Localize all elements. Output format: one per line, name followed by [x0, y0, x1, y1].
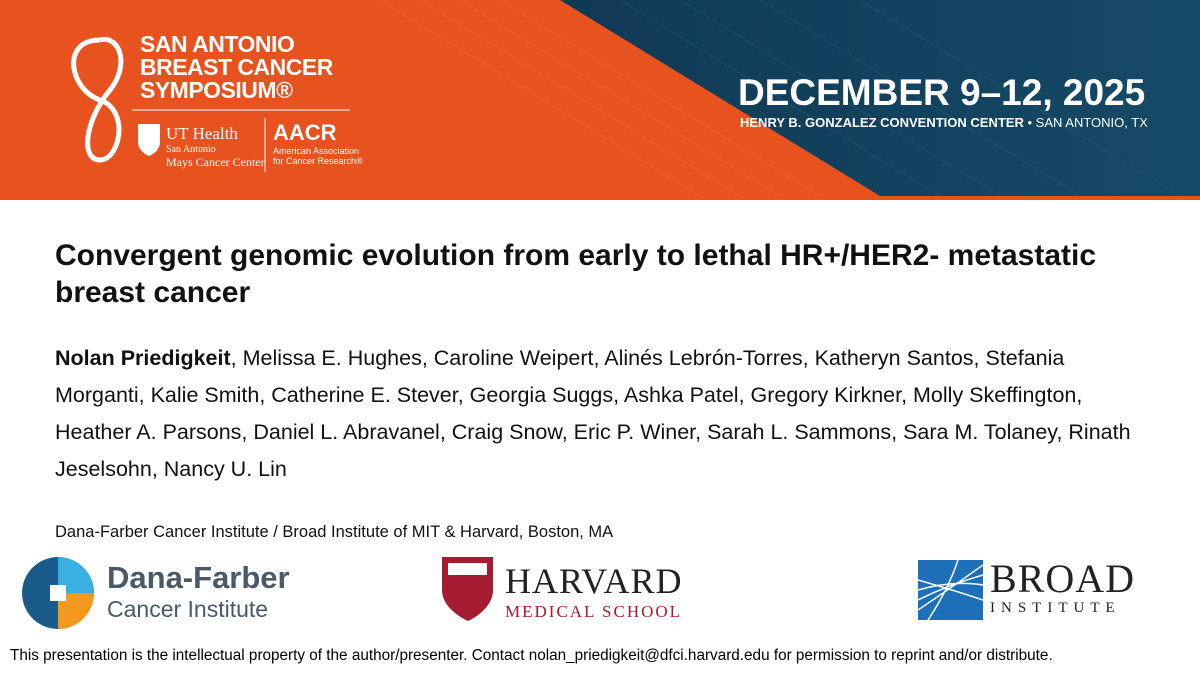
dana-farber-logo: Dana-Farber Cancer Institute — [107, 560, 290, 623]
footer-notice: This presentation is the intellectual pr… — [10, 647, 1053, 664]
symposium-name: SAN ANTONIO BREAST CANCER SYMPOSIUM® — [140, 33, 333, 102]
broad-icon — [918, 560, 983, 620]
location: • SAN ANTONIO, TX — [1027, 115, 1148, 130]
affiliation: Dana-Farber Cancer Institute / Broad Ins… — [55, 523, 614, 541]
header-banner — [0, 0, 1200, 200]
event-venue: HENRY B. GONZALEZ CONVENTION CENTER • SA… — [740, 115, 1148, 130]
harvard-shield — [442, 557, 493, 621]
logo-text: for Cancer Research® — [273, 156, 363, 166]
logo-text: UT Health — [166, 124, 238, 143]
logo-text: HARVARD — [505, 561, 683, 601]
venue: HENRY B. GONZALEZ CONVENTION CENTER — [740, 115, 1024, 130]
logo-text: MEDICAL SCHOOL — [505, 602, 683, 621]
event-dates: DECEMBER 9–12, 2025 — [738, 72, 1146, 113]
authors: Nolan Priedigkeit, Melissa E. Hughes, Ca… — [55, 340, 1135, 488]
logo-text: AACR — [273, 120, 337, 145]
logo-text: BREAST CANCER — [140, 54, 333, 80]
logo-text: American Association — [273, 146, 360, 156]
logo-text: SAN ANTONIO — [140, 31, 295, 57]
presenter: Nolan Priedigkeit — [55, 346, 231, 370]
dana-farber-icon — [22, 557, 94, 629]
ut-health-logo: UT Health San Antonio Mays Cancer Center — [166, 124, 265, 170]
harvard-logo: HARVARD MEDICAL SCHOOL — [505, 560, 683, 622]
logo-text: INSTITUTE — [990, 600, 1121, 616]
logo-text: Dana-Farber — [107, 560, 290, 595]
logo-text: Mays Cancer Center — [166, 155, 265, 169]
logo-text: SYMPOSIUM® — [140, 77, 293, 103]
broad-logo: BROAD INSTITUTE — [990, 558, 1135, 617]
slide-title: Convergent genomic evolution from early … — [55, 239, 1097, 309]
co-authors: , Melissa E. Hughes, Caroline Weipert, A… — [55, 346, 1131, 481]
logo-text: San Antonio — [166, 144, 216, 155]
aacr-logo: AACR American Association for Cancer Res… — [273, 120, 363, 166]
logo-text: Cancer Institute — [107, 596, 269, 622]
logo-text: BROAD — [990, 556, 1136, 601]
